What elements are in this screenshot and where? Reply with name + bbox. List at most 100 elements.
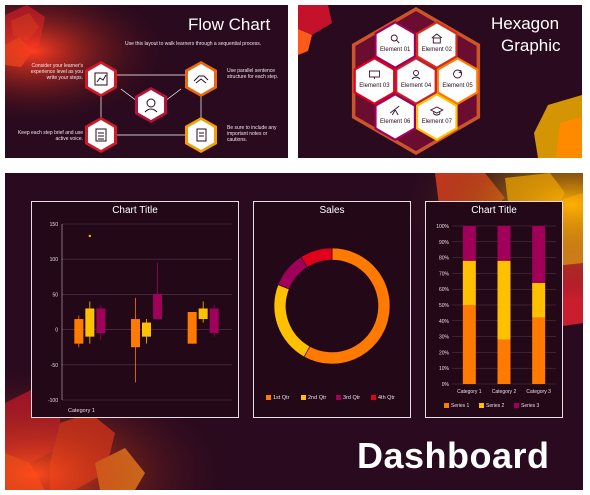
hexagon-element-label: Element 04 (401, 83, 432, 89)
flow-node-handshake[interactable] (185, 61, 217, 97)
hexagon-element-label: Element 02 (422, 47, 453, 53)
box-mark (74, 319, 84, 344)
stacked-bar-segment (532, 282, 546, 318)
flow-chart-background (5, 5, 288, 158)
box-mark (209, 308, 219, 334)
stacked-bar-segment (497, 226, 511, 261)
y-tick-label: -100 (48, 398, 58, 404)
recycle-icon (453, 69, 463, 79)
doughnut-slice (303, 247, 391, 365)
legend-label: 3rd Qtr (343, 395, 360, 401)
hexagon-element-4[interactable]: Element 04 (395, 57, 437, 105)
flow-node-person[interactable] (135, 87, 167, 123)
note-right-top: Use parallel sentence structure for each… (227, 68, 279, 80)
stacked-bar-segment (532, 317, 546, 384)
doughnut-chart-panel[interactable]: Sales 1st Qtr 2nd Qtr 3rd Qtr 4th Qtr (253, 201, 411, 418)
box-mark (198, 308, 208, 320)
dashboard-title: Dashboard (357, 435, 550, 476)
box-chart: 150 100 50 0 -50 -100 Category 1 (48, 222, 232, 414)
y-tick-label: 80% (439, 256, 450, 262)
y-tick-label: 10% (439, 366, 450, 372)
hexagon-graphic-slide[interactable]: Hexagon Graphic Element 01 Element 02 Elem… (298, 5, 582, 158)
telescope-icon (389, 105, 400, 116)
stacked-chart-panel[interactable]: Chart Title 100% 90% 80% 70% 60% 50% 40% 30% 20%… (425, 201, 563, 418)
x-category-label: Category 1 (68, 408, 95, 414)
box-chart-title: Chart Title (112, 205, 158, 216)
stacked-bar-segment (532, 226, 546, 283)
doughnut-slice (273, 284, 311, 358)
box-mark (96, 308, 106, 334)
y-tick-label: 50% (439, 303, 450, 309)
house-icon (431, 33, 443, 44)
stacked-chart: 100% 90% 80% 70% 60% 50% 40% 30% 20% 10% 0% Categor… (436, 224, 556, 409)
y-tick-label: -50 (51, 363, 58, 369)
stacked-bar-segment (497, 339, 511, 384)
legend-swatch (479, 403, 484, 408)
hexagon-element-label: Element 05 (442, 83, 473, 89)
hexagon-element-label: Element 03 (359, 83, 390, 89)
doughnut-slice (300, 247, 333, 268)
person-headset-icon (144, 98, 158, 113)
legend-label: Series 3 (521, 403, 540, 409)
hexagon-element-label: Element 01 (380, 47, 411, 53)
stacked-bar-segment (497, 260, 511, 340)
note-left-bottom: Keep each step brief and use active voic… (17, 130, 83, 142)
y-tick-label: 90% (439, 240, 450, 246)
hexagon-element-1[interactable]: Element 01 (374, 21, 416, 69)
box-mark (142, 322, 151, 337)
y-tick-label: 150 (50, 222, 59, 228)
doughnut-slice (277, 256, 308, 290)
y-tick-label: 30% (439, 335, 450, 341)
x-category-label: Category 3 (526, 389, 551, 395)
note-left-top: Consider your learner's experience level… (30, 63, 83, 81)
doughnut-chart-title: Sales (319, 205, 345, 216)
y-tick-label: 0% (442, 382, 450, 388)
y-tick-label: 100% (436, 224, 449, 230)
flow-chart-slide[interactable]: Flow Chart Use this layout to walk learn… (5, 5, 288, 158)
hexagon-element-5[interactable]: Element 05 (436, 57, 479, 105)
hexagon-element-label: Element 06 (380, 119, 411, 125)
legend-label: Series 1 (451, 403, 470, 409)
hexagon-title-line2: Graphic (501, 36, 561, 55)
y-tick-label: 0 (55, 328, 58, 334)
legend-swatch (514, 403, 519, 408)
dashboard-slide[interactable]: Chart Title 150 100 50 0 -50 -100 Category 1 S… (5, 173, 583, 490)
box-mark (153, 294, 162, 320)
note-right-bottom: Be sure to include any important notes o… (227, 125, 277, 143)
box-mark (85, 308, 95, 337)
doughnut-chart: 1st Qtr 2nd Qtr 3rd Qtr 4th Qtr (266, 247, 395, 401)
legend-swatch (266, 395, 271, 400)
y-tick-label: 40% (439, 319, 450, 325)
hexagon-element-6[interactable]: Element 06 (374, 93, 416, 141)
legend-swatch (371, 395, 376, 400)
box-chart-panel[interactable]: Chart Title 150 100 50 0 -50 -100 Category 1 (31, 201, 239, 418)
legend-swatch (301, 395, 306, 400)
flow-node-document[interactable] (185, 117, 217, 153)
flow-diagram (85, 61, 217, 153)
y-tick-label: 70% (439, 271, 450, 277)
legend-swatch (336, 395, 341, 400)
y-tick-label: 20% (439, 350, 450, 356)
monitor-icon (368, 70, 380, 79)
stacked-bar-segment (462, 260, 476, 305)
box-mark (187, 312, 197, 344)
x-category-label: Category 2 (492, 389, 517, 395)
list-icon (95, 128, 107, 142)
box-mark (131, 319, 140, 348)
stacked-chart-title: Chart Title (471, 205, 517, 216)
document-icon (196, 128, 207, 142)
chart-icon (94, 72, 108, 86)
person-icon (411, 70, 421, 80)
graduation-cap-icon (429, 106, 444, 116)
hexagon-element-7[interactable]: Element 07 (416, 93, 458, 141)
hexagon-element-3[interactable]: Element 03 (353, 57, 396, 105)
legend-label: 2nd Qtr (308, 395, 327, 401)
hexagon-element-2[interactable]: Element 02 (416, 21, 458, 69)
outlier-point (88, 234, 92, 238)
flow-chart-title: Flow Chart (188, 15, 271, 34)
flow-node-list[interactable] (85, 117, 117, 153)
stacked-bar-segment (462, 226, 476, 261)
hexagon-cluster: Element 01 Element 02 Element 03 Element 04… (351, 7, 481, 155)
y-tick-label: 60% (439, 287, 450, 293)
flow-node-chart[interactable] (85, 61, 117, 97)
